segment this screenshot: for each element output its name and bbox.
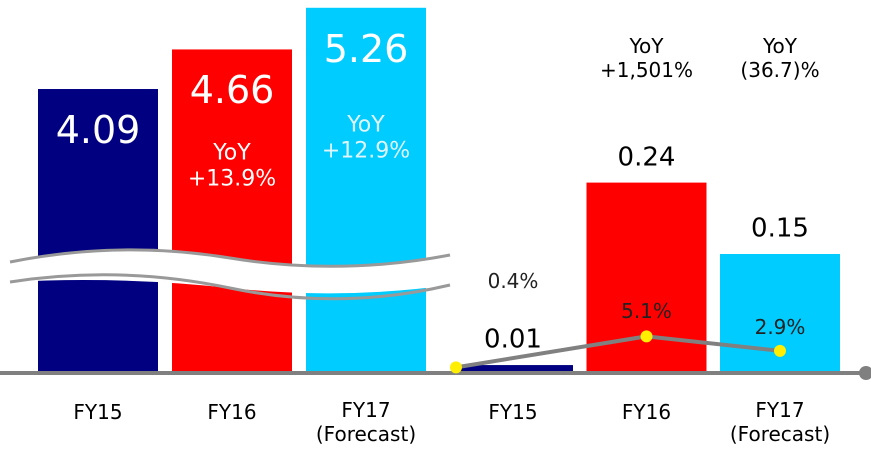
line-marker xyxy=(774,344,786,357)
line-marker xyxy=(450,361,462,374)
line-label: 0.4% xyxy=(487,269,539,293)
x-tick-label: FY17 (Forecast) xyxy=(315,398,417,446)
bar xyxy=(453,365,573,373)
value-label: 4.09 xyxy=(55,108,141,153)
x-tick-label: FY16 xyxy=(207,400,257,424)
axis-break-line xyxy=(9,248,451,268)
annotation: YoY +13.9% xyxy=(187,140,277,192)
value-label: 0.24 xyxy=(617,142,676,172)
value-label: 4.66 xyxy=(189,68,275,113)
line-label: 2.9% xyxy=(754,315,806,339)
value-label: 0.01 xyxy=(484,324,542,355)
bar xyxy=(306,7,426,374)
x-tick-label: FY17 (Forecast) xyxy=(729,398,831,446)
x-tick-label: FY15 xyxy=(488,400,538,424)
annotation: YoY +12.9% xyxy=(321,112,411,164)
x-tick-label: FY16 xyxy=(621,400,672,424)
axis-break-line xyxy=(9,273,451,301)
annotation: YoY +1,501% xyxy=(599,34,694,82)
value-label: 5.26 xyxy=(323,26,409,71)
line-marker xyxy=(640,330,653,343)
bar xyxy=(172,49,292,373)
axis-break xyxy=(10,249,450,294)
annotation: YoY (36.7)% xyxy=(740,34,820,82)
line-label: 5.1% xyxy=(621,299,672,323)
x-tick-label: FY15 xyxy=(73,400,123,424)
value-label: 0.15 xyxy=(751,213,809,244)
bar xyxy=(38,89,158,374)
baseline-end xyxy=(859,366,871,380)
